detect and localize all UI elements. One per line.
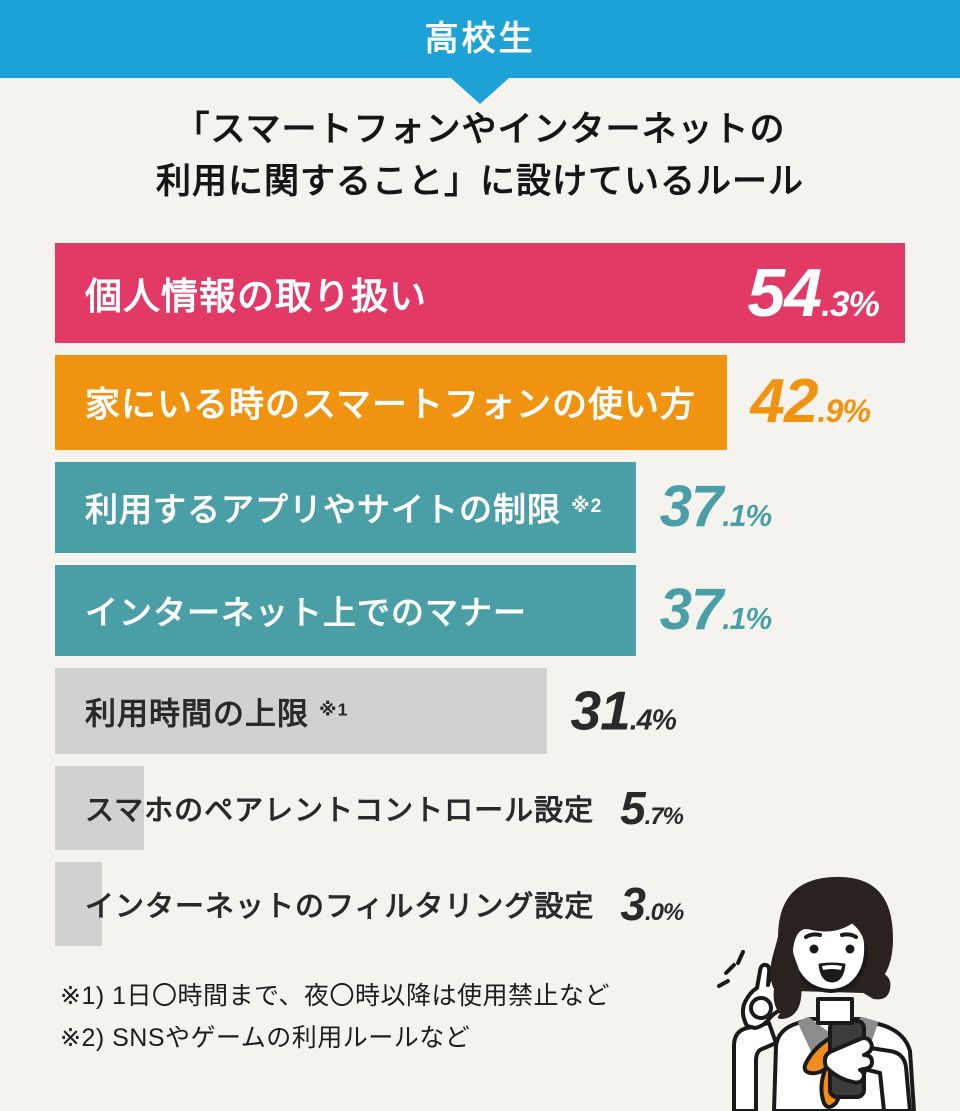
bar-row-6: スマホのペアレントコントロール設定 5.7% [55, 765, 905, 850]
bar-value-1: 54.3% [747, 254, 880, 331]
bar-label-value-group: インターネットのフィルタリング設定 3.0% [55, 862, 905, 946]
bar-value-6: 5.7% [620, 781, 684, 834]
bar-fill-5 [55, 667, 547, 754]
bar-label-1: 個人情報の取り扱い [85, 275, 427, 317]
bar-chart: 個人情報の取り扱い 54.3% 家にいる時のスマートフォンの使い方 42.9% 利用する… [55, 242, 905, 946]
bar-row-4: インターネット上でのマナー 37.1% [55, 564, 905, 656]
bar-value-4: 37.1% [659, 577, 772, 643]
bar-label-6: スマホのペアレントコントロール設定 [85, 794, 595, 827]
bar-label-2: 家にいる時のスマートフォンの使い方 [85, 385, 696, 425]
bar-row-7: インターネットのフィルタリング設定 3.0% [55, 861, 905, 946]
footnote-marker: ※2 [571, 495, 603, 517]
footnote-1: ※1) 1日〇時間まで、夜〇時以降は使用禁止など [60, 981, 611, 1010]
bar-value-2: 42.9% [750, 367, 872, 437]
bar-fill-1 [55, 242, 905, 343]
bar-row-1: 個人情報の取り扱い 54.3% [55, 242, 905, 343]
header-band: 高校生 [0, 0, 960, 104]
header-pointer-triangle [451, 78, 509, 104]
bar-label-7: インターネットのフィルタリング設定 [85, 890, 595, 923]
bar-label-3: 利用するアプリやサイトの制限 ※2 [85, 491, 603, 529]
footnotes: ※1) 1日〇時間まで、夜〇時以降は使用禁止など ※2) SNSやゲームの利用ル… [60, 976, 960, 1058]
bar-value-3: 37.1% [659, 474, 772, 540]
bar-fill-2 [55, 354, 727, 450]
chart-title-line2: 利用に関すること」に設けているルール [155, 161, 804, 201]
footnote-2: ※2) SNSやゲームの利用ルールなど [60, 1023, 471, 1052]
chart-title-line1: 「スマートフォンやインターネットの [174, 110, 786, 149]
bar-label-value-group: スマホのペアレントコントロール設定 5.7% [55, 766, 905, 850]
bar-row-3: 利用するアプリやサイトの制限 ※2 37.1% [55, 461, 905, 553]
bar-value-7: 3.0% [620, 877, 684, 930]
footnote-marker: ※1 [319, 699, 349, 720]
bar-fill-3 [55, 461, 636, 553]
bar-fill-7 [55, 861, 102, 946]
bar-label-4: インターネット上でのマナー [85, 594, 527, 632]
bar-row-2: 家にいる時のスマートフォンの使い方 42.9% [55, 354, 905, 450]
bar-fill-4 [55, 564, 636, 656]
bar-fill-6 [55, 765, 145, 850]
bar-value-5: 31.4% [570, 679, 677, 742]
audience-label: 高校生 [424, 20, 536, 58]
woman-ok-phone-illustration [717, 876, 916, 1111]
bar-row-5: 利用時間の上限 ※1 31.4% [55, 667, 905, 754]
chart-title: 「スマートフォンやインターネットの 利用に関すること」に設けているルール [0, 104, 960, 208]
bar-label-5: 利用時間の上限 ※1 [85, 696, 349, 732]
